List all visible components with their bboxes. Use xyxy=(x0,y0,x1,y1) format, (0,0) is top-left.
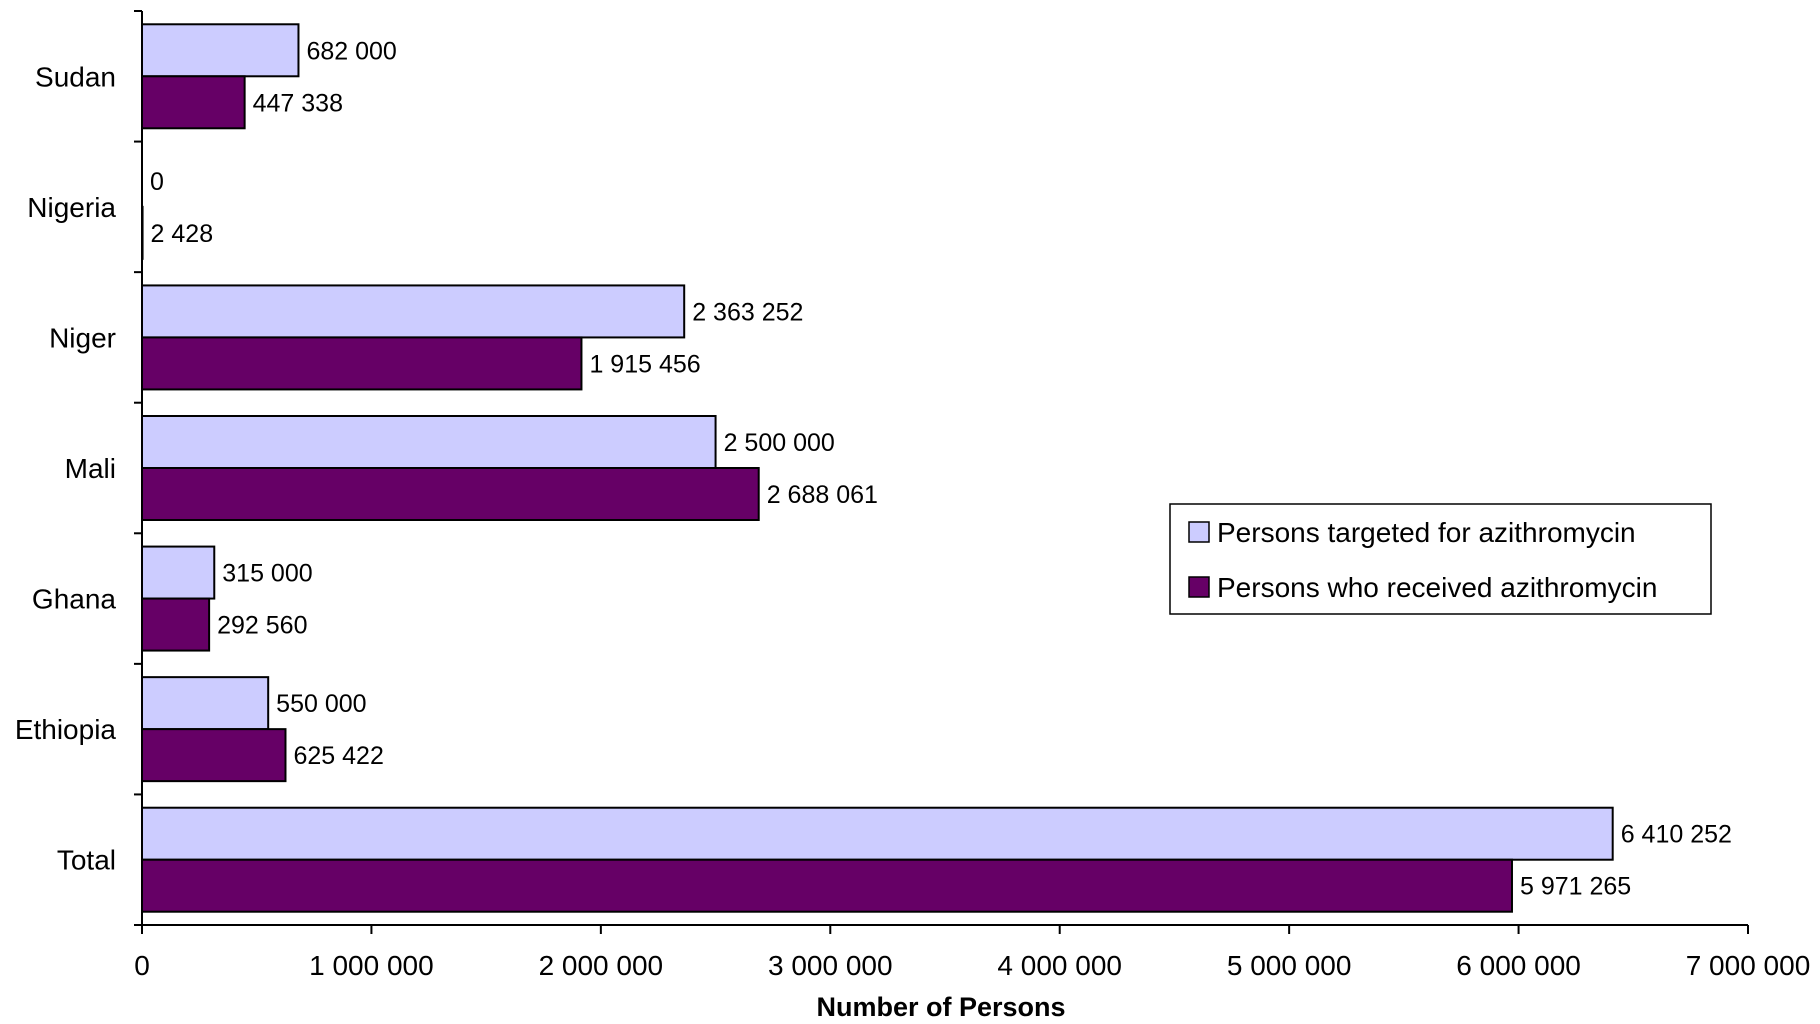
bar-targeted xyxy=(141,676,270,731)
bar-received xyxy=(141,75,246,130)
x-axis-title: Number of Persons xyxy=(816,992,1065,1022)
legend-swatch xyxy=(1188,576,1210,598)
x-tick-label: 5 000 000 xyxy=(1227,950,1352,981)
axes-layer xyxy=(134,10,1749,934)
legend-label: Persons who received azithromycin xyxy=(1217,572,1657,603)
category-label: Total xyxy=(57,845,116,876)
x-tick-label: 0 xyxy=(134,950,150,981)
bar-targeted xyxy=(141,806,1614,861)
legend-box xyxy=(1169,503,1712,615)
data-label: 2 428 xyxy=(151,220,214,248)
data-label: 550 000 xyxy=(276,690,366,718)
bar-targeted xyxy=(141,545,216,600)
category-label: Sudan xyxy=(35,61,116,92)
bar-targeted xyxy=(141,284,686,339)
data-label: 1 915 456 xyxy=(589,350,700,378)
bar-received xyxy=(141,336,583,391)
bar-received xyxy=(141,467,760,521)
bar-targeted xyxy=(141,415,717,469)
data-label: 6 410 252 xyxy=(1621,821,1732,849)
data-label: 625 422 xyxy=(293,742,383,770)
data-label: 682 000 xyxy=(306,37,396,65)
bars-layer xyxy=(141,23,1614,913)
x-tick-label: 6 000 000 xyxy=(1456,950,1581,981)
data-label: 2 363 252 xyxy=(692,298,803,326)
x-tick-label: 7 000 000 xyxy=(1686,950,1811,981)
bar-targeted xyxy=(141,23,300,78)
data-label: 0 xyxy=(150,168,164,196)
category-label: Nigeria xyxy=(27,192,116,223)
x-tick-label: 4 000 000 xyxy=(997,950,1122,981)
legend: Persons targeted for azithromycin Persons… xyxy=(1169,503,1712,615)
x-tick-label: 3 000 000 xyxy=(768,950,893,981)
x-tick-label: 2 000 000 xyxy=(539,950,664,981)
category-label: Ghana xyxy=(32,584,116,615)
labels-layer: Sudan 682 000 447 338 Nigeria 0 2 428 Niger 2 3… xyxy=(15,37,1810,981)
legend-label: Persons targeted for azithromycin xyxy=(1217,517,1636,548)
bar-received xyxy=(141,858,1513,913)
bar-received xyxy=(141,597,211,652)
data-label: 2 688 061 xyxy=(767,481,878,509)
bar-received xyxy=(141,728,287,783)
category-label: Mali xyxy=(65,453,116,484)
data-label: 2 500 000 xyxy=(724,429,835,457)
data-label: 447 338 xyxy=(253,89,343,117)
data-label: 5 971 265 xyxy=(1520,873,1631,901)
x-tick-label: 1 000 000 xyxy=(309,950,434,981)
data-label: 292 560 xyxy=(217,612,307,640)
data-label: 315 000 xyxy=(222,560,312,588)
category-label: Ethiopia xyxy=(15,714,117,745)
legend-swatch xyxy=(1188,521,1210,543)
category-label: Niger xyxy=(49,322,116,353)
